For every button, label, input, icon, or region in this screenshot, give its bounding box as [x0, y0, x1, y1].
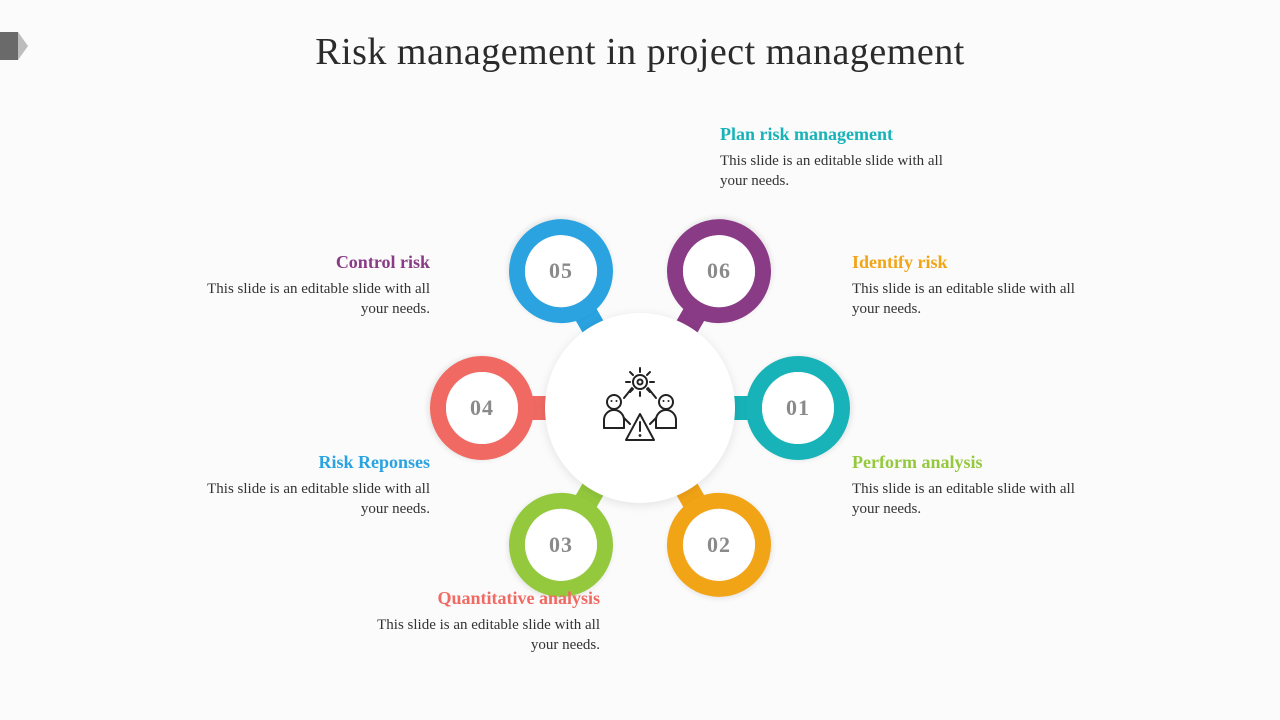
petal-number: 04 — [470, 395, 494, 421]
petal-number: 03 — [549, 532, 573, 558]
slide-title: Risk management in project management — [0, 30, 1280, 74]
label-block-02: Identify risk This slide is an editable s… — [852, 252, 1092, 320]
petal-ring-inner: 06 — [670, 222, 768, 320]
label-block-05: Risk Reponses This slide is an editable s… — [190, 452, 430, 520]
petal-ring-inner: 02 — [670, 496, 768, 594]
petal-number: 01 — [786, 395, 810, 421]
label-block-06: Control risk This slide is an editable sl… — [190, 252, 430, 320]
slide: Risk management in project management 06… — [0, 0, 1280, 720]
label-desc: This slide is an editable slide with all… — [190, 479, 430, 520]
petal-ring-inner: 04 — [446, 372, 518, 444]
petal-ring: 04 — [430, 356, 534, 460]
label-title: Quantitative analysis — [360, 588, 600, 609]
label-desc: This slide is an editable slide with all… — [190, 279, 430, 320]
petal-ring-inner: 05 — [512, 222, 610, 320]
center-circle — [545, 313, 735, 503]
label-desc: This slide is an editable slide with all… — [360, 615, 600, 656]
label-title: Identify risk — [852, 252, 1092, 273]
label-title: Plan risk management — [720, 124, 960, 145]
label-block-01: Plan risk management This slide is an edi… — [720, 124, 960, 192]
team-risk-gear-icon — [590, 358, 690, 458]
petal-ring: 01 — [746, 356, 850, 460]
label-desc: This slide is an editable slide with all… — [852, 479, 1092, 520]
label-block-04: Quantitative analysis This slide is an ed… — [360, 588, 600, 656]
label-desc: This slide is an editable slide with all… — [852, 279, 1092, 320]
petal-ring-inner: 03 — [512, 496, 610, 594]
petal-number: 02 — [707, 532, 731, 558]
petal-number: 06 — [707, 258, 731, 284]
label-title: Perform analysis — [852, 452, 1092, 473]
label-title: Control risk — [190, 252, 430, 273]
petal-ring-inner: 01 — [762, 372, 834, 444]
label-block-03: Perform analysis This slide is an editabl… — [852, 452, 1092, 520]
label-title: Risk Reponses — [190, 452, 430, 473]
petal-number: 05 — [549, 258, 573, 284]
label-desc: This slide is an editable slide with all… — [720, 151, 960, 192]
